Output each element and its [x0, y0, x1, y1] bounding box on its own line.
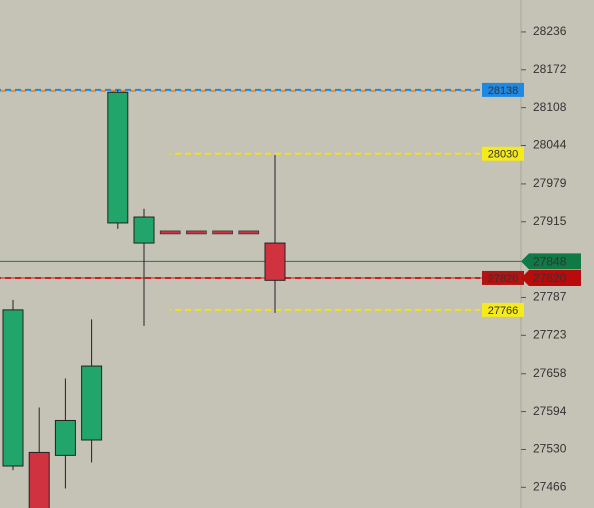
candle-body [54, 419, 76, 456]
y-tick-label: 27466 [533, 479, 567, 493]
price-tag-label: 27820 [533, 271, 567, 285]
candle-body [159, 230, 181, 235]
price-tag [521, 269, 581, 286]
y-tick-label: 27723 [533, 327, 567, 341]
level-tag [482, 82, 524, 97]
y-tick-label: 27787 [533, 290, 567, 304]
y-tick-label: 27530 [533, 442, 567, 456]
candle-body [264, 242, 286, 281]
level-tag-label: 28138 [488, 85, 519, 97]
candle-body [186, 230, 207, 235]
y-tick-label: 27658 [533, 366, 567, 380]
candle-body [2, 309, 24, 467]
candle-body [81, 365, 103, 441]
y-tick-label: 27594 [533, 404, 567, 418]
y-tick-label: 28236 [533, 24, 567, 38]
price-tag [521, 253, 581, 270]
level-tag-label: 27820 [488, 273, 519, 285]
candle-body [133, 216, 155, 244]
y-tick-label: 27915 [533, 214, 567, 228]
candle-body [107, 91, 129, 224]
y-tick-label: 28108 [533, 100, 567, 114]
level-tag [482, 146, 524, 161]
candle-body [238, 230, 260, 235]
level-tag-label: 28030 [488, 149, 519, 161]
level-tag [482, 302, 524, 317]
y-tick-label: 28044 [533, 138, 567, 152]
candle-body [212, 230, 233, 235]
level-tag [482, 270, 524, 285]
candle-body [28, 451, 50, 508]
y-tick-label: 27979 [533, 176, 567, 190]
price-tag-label: 27848 [533, 255, 567, 269]
level-tag-label: 27766 [488, 305, 519, 317]
y-tick-label: 28172 [533, 62, 567, 76]
